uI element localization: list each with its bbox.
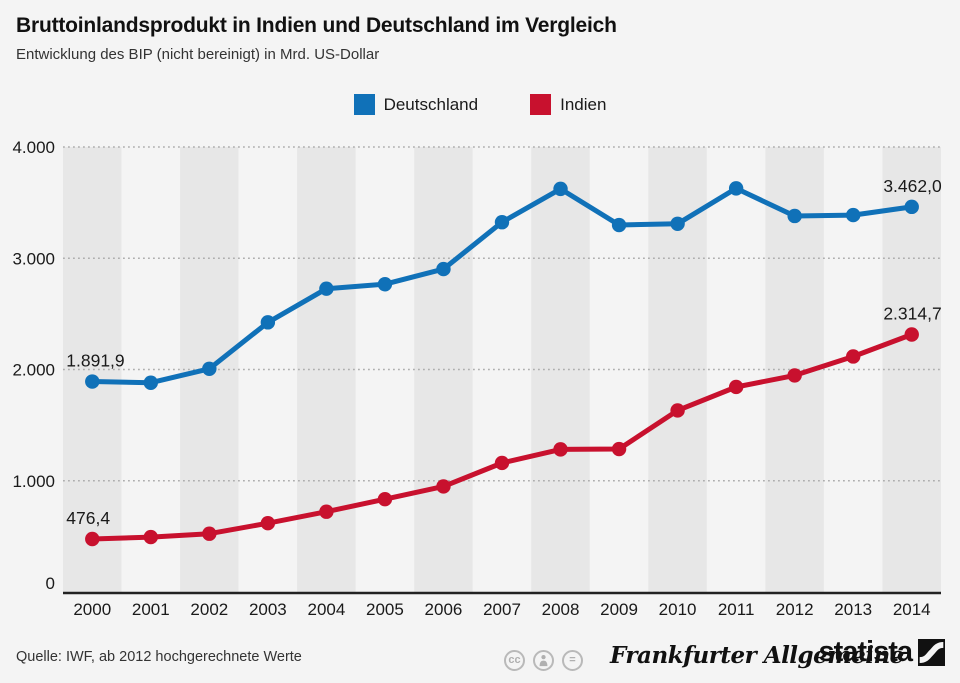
source-note: Quelle: IWF, ab 2012 hochgerechnete Wert…	[16, 649, 302, 665]
data-point	[670, 403, 685, 418]
legend-label-indien: Indien	[560, 94, 607, 114]
license-icons: cc =	[504, 650, 583, 671]
x-tick-label: 2007	[483, 600, 521, 619]
attribution-icon	[533, 650, 554, 671]
y-axis-labels: 0 1.000 2.000 3.000 4.000	[12, 138, 55, 593]
statista-icon	[918, 639, 945, 666]
legend-item-deutschland: Deutschland	[353, 94, 479, 115]
year-stripe	[63, 147, 122, 592]
data-label: 1.891,9	[66, 351, 124, 371]
y-tick-label: 2.000	[12, 361, 55, 380]
x-tick-label: 2006	[425, 600, 463, 619]
data-point	[670, 216, 685, 231]
series-indien	[85, 327, 919, 547]
x-tick-label: 2012	[776, 600, 814, 619]
page-subtitle: Entwicklung des BIP (nicht bereinigt) in…	[16, 46, 380, 63]
data-label: 476,4	[66, 508, 110, 528]
person-glyph	[539, 655, 548, 667]
data-point	[260, 315, 276, 330]
data-point	[202, 361, 217, 376]
x-tick-label: 2013	[834, 600, 872, 619]
legend-label-deutschland: Deutschland	[383, 94, 479, 114]
series-deutschland	[85, 181, 919, 390]
data-point	[728, 379, 744, 395]
data-point	[904, 327, 919, 342]
legend-swatch-indien	[530, 94, 552, 115]
statista-logo: statista	[818, 638, 945, 667]
y-tick-label: 4.000	[12, 138, 55, 157]
year-stripe	[472, 147, 532, 592]
data-point	[553, 181, 568, 197]
data-point	[436, 479, 451, 494]
x-axis-labels: 2000 2001 2002 2003 2004 2005 2006 2007 2008 2009…	[73, 600, 930, 619]
data-point	[904, 199, 919, 215]
x-tick-label: 2002	[190, 600, 228, 619]
data-label: 3.462,0	[883, 176, 942, 196]
data-point	[846, 349, 861, 364]
data-point	[143, 529, 158, 545]
x-tick-label: 2003	[249, 600, 287, 619]
data-point	[787, 368, 802, 383]
data-point	[611, 217, 627, 233]
data-point	[494, 455, 510, 471]
x-tick-label: 2014	[893, 600, 931, 619]
data-point	[85, 374, 100, 389]
x-tick-label: 2010	[659, 600, 697, 619]
x-tick-label: 2004	[307, 600, 345, 619]
data-point	[436, 261, 451, 277]
legend: Deutschland Indien	[0, 94, 960, 115]
x-tick-label: 2008	[542, 600, 580, 619]
year-stripe	[882, 147, 941, 592]
legend-swatch-deutschland	[353, 94, 375, 115]
data-point	[319, 281, 334, 296]
data-point	[728, 181, 744, 196]
data-point	[787, 208, 802, 224]
year-stripe	[121, 147, 181, 592]
y-tick-label: 3.000	[12, 249, 55, 268]
legend-item-indien: Indien	[530, 94, 606, 115]
no-derivatives-icon: =	[562, 650, 583, 671]
data-point	[143, 375, 158, 390]
x-tick-label: 2011	[718, 600, 755, 619]
data-labels: 1.891,9 3.462,0 476,4 2.314,7	[66, 176, 942, 528]
x-tick-label: 2001	[132, 600, 170, 619]
year-stripe	[706, 147, 766, 592]
data-point	[85, 531, 100, 547]
data-point	[319, 504, 334, 519]
data-point	[260, 516, 276, 531]
data-point	[611, 441, 627, 457]
data-label: 2.314,7	[883, 303, 941, 323]
data-point	[846, 207, 861, 223]
cc-icon: cc	[504, 650, 525, 671]
page-title: Bruttoinlandsprodukt in Indien und Deuts…	[16, 14, 617, 37]
x-tick-label: 2005	[366, 600, 404, 619]
data-point	[377, 277, 393, 292]
statista-wordmark: statista	[818, 636, 913, 668]
x-tick-label: 2000	[73, 600, 111, 619]
y-tick-label: 0	[46, 574, 55, 593]
x-tick-label: 2009	[600, 600, 638, 619]
data-point	[553, 442, 568, 457]
y-tick-label: 1.000	[12, 472, 55, 491]
data-point	[202, 526, 217, 541]
data-point	[494, 215, 510, 230]
year-stripe	[531, 147, 590, 592]
frankfurter-allgemeine-logo: Frankfurter Allgemeine	[610, 642, 904, 669]
year-stripe	[297, 147, 356, 592]
data-point	[377, 491, 393, 507]
